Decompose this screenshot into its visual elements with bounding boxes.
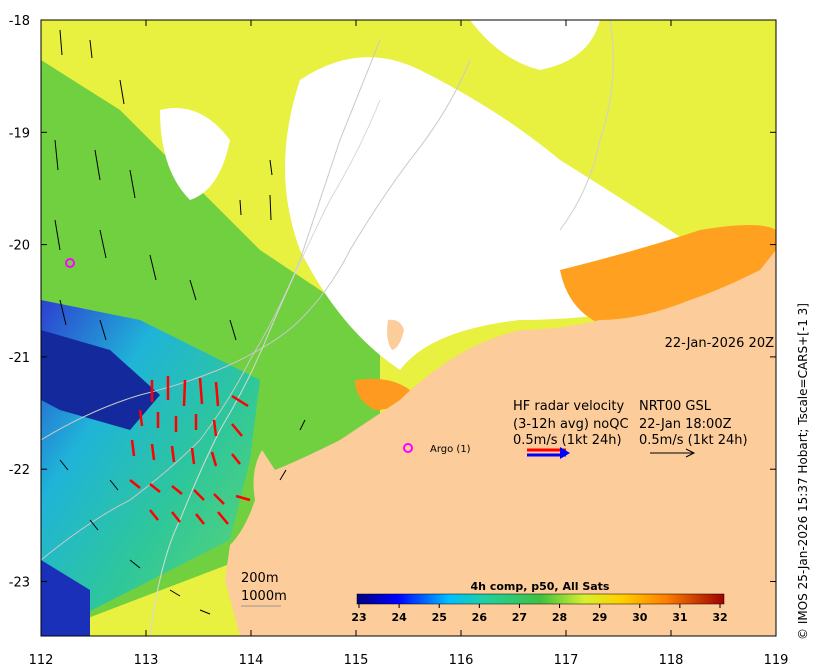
x-tick-label: 119: [764, 653, 789, 668]
model-legend-title: NRT00 GSL: [639, 399, 712, 414]
colorbar-tick-label: 31: [672, 611, 687, 624]
colorbar-tick-label: 25: [432, 611, 447, 624]
island: [387, 319, 404, 350]
x-tick-label: 116: [449, 653, 474, 668]
y-tick-label: -18: [9, 14, 30, 29]
sst-field-warm-patch: [355, 378, 410, 410]
x-tick-label: 115: [344, 653, 369, 668]
colorbar-tick-label: 28: [552, 611, 567, 624]
sst-field-cold-sw: [41, 560, 90, 636]
radar-legend-scale: 0.5m/s (1kt 24h): [513, 433, 622, 448]
colorbar-tick-label: 29: [592, 611, 607, 624]
contour-legend-1000m: 1000m: [241, 589, 287, 604]
y-tick-label: -20: [9, 239, 30, 254]
x-tick-label: 114: [239, 653, 264, 668]
x-tick-label: 118: [659, 653, 684, 668]
colorbar-tick-label: 26: [472, 611, 488, 624]
contour-deep: [149, 99, 381, 636]
radar-legend-arrow: [527, 447, 570, 459]
x-tick-label: 113: [134, 653, 159, 668]
x-axis: 112 113 114 115 116 117 118 119: [29, 20, 789, 668]
model-legend-scale: 0.5m/s (1kt 24h): [639, 433, 748, 448]
map-frame: [40, 19, 777, 637]
hf-radar-arrows: [129, 376, 251, 525]
y-tick-label: -21: [9, 351, 30, 366]
cloud-mask-north: [470, 20, 600, 70]
colorbar: [356, 593, 725, 605]
x-tick-label: 117: [554, 653, 579, 668]
colorbar-tick-label: 32: [712, 611, 727, 624]
colorbar-tick-label: 24: [391, 611, 407, 624]
map-timestamp: 22-Jan-2026 20Z: [665, 336, 774, 351]
radar-legend-avg: (3-12h avg) noQC: [513, 417, 629, 432]
y-tick-label: -22: [9, 463, 30, 478]
cloud-mask-west: [160, 108, 230, 200]
model-legend-arrow: [650, 448, 696, 458]
y-tick-label: -19: [9, 126, 30, 141]
argo-legend-label: Argo (1): [430, 444, 471, 455]
mainland: [225, 250, 776, 636]
credit-text: © IMOS 25-Jan-2026 15:37 Hobart; Tscale=…: [796, 303, 810, 640]
contour-1000m: [41, 39, 381, 561]
contour-legend-200m: 200m: [241, 571, 278, 586]
colorbar-tick-label: 27: [512, 611, 527, 624]
colorbar-tick-label: 30: [632, 611, 648, 624]
colorbar-ticks: 23 24 25 26 27 28 29 30 31 32: [351, 604, 728, 624]
colorbar-tick-label: 23: [351, 611, 366, 624]
y-axis: -18 -19 -20 -21 -22 -23: [9, 14, 776, 591]
contour-north: [559, 20, 614, 231]
argo-float-marker[interactable]: [65, 258, 75, 268]
model-current-arrows: [54, 29, 306, 615]
map-plot-area: Argo (1) 22-Jan-2026 20Z HF radar veloci…: [41, 20, 776, 636]
sst-field-cold: [41, 330, 160, 430]
argo-legend-marker: [403, 443, 413, 453]
colorbar-title: 4h comp, p50, All Sats: [471, 580, 610, 593]
x-tick-label: 112: [29, 653, 54, 668]
radar-legend-title: HF radar velocity: [513, 399, 625, 414]
model-legend-time: 22-Jan 18:00Z: [639, 417, 732, 432]
y-tick-label: -23: [9, 576, 30, 591]
contour-200m: [41, 59, 471, 441]
